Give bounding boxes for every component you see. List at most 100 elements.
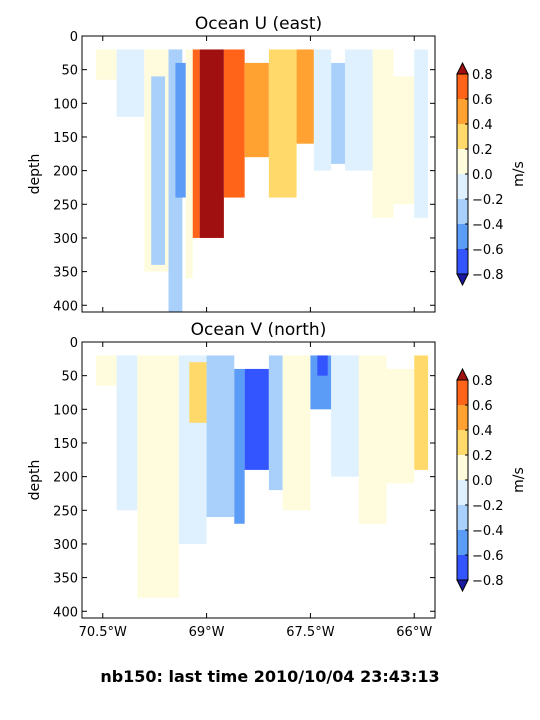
contour-band-13 [313,49,332,171]
contour-band-2 [137,355,179,598]
colorbar-extend-over [456,367,469,381]
y-tick-label: 50 [61,370,78,385]
contour-band-11 [317,355,328,376]
y-tick-label: 150 [53,131,78,146]
panel-ocean-u: Ocean U (east) 0 50 100 150 200 250 300 350 400 de… [27,14,527,314]
colorbar-segment [457,174,468,200]
y-tick-label: 100 [53,97,78,112]
colorbar-segment [457,199,468,225]
panel-ocean-v: Ocean V (north) 0 50 100 150 200 250 300 350 400 d… [27,320,527,640]
y-tick-label: 350 [53,572,78,587]
y-tick-label: 400 [53,605,78,620]
y-tick-label: 250 [53,504,78,519]
colorbar-segment [457,74,468,100]
colorbar-segment [457,149,468,175]
colorbar-extend-under [456,273,469,287]
colorbar-tick-label: 0.2 [472,449,493,464]
colorbar-tick-label: 0.8 [472,374,493,389]
y-tick-label: 0 [70,30,78,45]
y-tick-label: 200 [53,471,78,486]
y-axis-label: depth [27,460,43,501]
colorbar-segment [457,555,468,581]
colorbar-tick-label: 0.4 [472,118,493,133]
contour-band-1 [116,49,145,117]
axes-frame [81,341,436,619]
x-tick-label: 69°W [189,625,225,640]
colorbar-tick-label: 0.8 [472,68,493,83]
colorbar-segment [457,249,468,275]
contour-band-12 [331,355,359,477]
y-tick-label: 400 [53,299,78,314]
colorbar: 0.8 0.6 0.4 0.2 0.0 −0.2 −0.4 −0.6 −0.8 m/s [456,61,527,287]
y-tick-label: 350 [53,266,78,281]
colorbar-tick-label: 0.6 [472,399,493,414]
colorbar-segment [457,430,468,456]
colorbar-tick-label: −0.8 [472,574,504,589]
y-tick-label: 250 [53,198,78,213]
y-axis-label: depth [27,154,43,195]
colorbar-tick-label: 0.0 [472,168,493,183]
contour-band-6 [185,49,193,279]
colorbar-tick-label: 0.2 [472,143,493,158]
contour-band-0 [95,49,117,80]
contour-band-7 [244,368,269,470]
panel-title: Ocean V (north) [191,320,327,340]
contour-fills [95,355,429,598]
contour-band-0 [95,355,117,386]
colorbar-segment [457,380,468,406]
colorbar-tick-label: −0.2 [472,499,504,514]
contour-band-12 [296,49,314,144]
colorbar-segment [457,530,468,556]
colorbar-tick-label: −0.4 [472,524,504,539]
panel-title: Ocean U (east) [195,14,322,34]
colorbar-segment [457,124,468,150]
colorbar-segment [457,405,468,431]
y-tick-label: 100 [53,403,78,418]
x-tick-label: 66°W [396,625,432,640]
colorbar-extend-under [456,579,469,593]
colorbar-tick-label: −0.8 [472,268,504,283]
contour-band-6 [234,368,245,524]
colorbar-tick-label: 0.4 [472,424,493,439]
colorbar-tick-label: 0.0 [472,474,493,489]
x-tick-label: 70.5°W [79,625,127,640]
colorbar: 0.8 0.6 0.4 0.2 0.0 −0.2 −0.4 −0.6 −0.8 m/s [456,367,527,593]
contour-band-7 [192,49,200,238]
contour-band-5 [175,62,186,198]
contour-fills [95,49,429,312]
contour-band-9 [223,49,245,198]
contour-band-14 [386,368,415,484]
contour-band-13 [358,355,387,524]
contour-band-14 [331,62,346,164]
contour-band-10 [244,62,269,158]
contour-band-8 [199,49,224,238]
contour-band-16 [372,49,394,218]
contour-band-9 [282,355,311,511]
colorbar-tick-label: −0.4 [472,218,504,233]
colorbar-segment [457,505,468,531]
contour-band-15 [414,355,429,470]
colorbar-tick-label: 0.6 [472,93,493,108]
contour-band-8 [268,355,283,491]
colorbar-segment [457,99,468,125]
figure-footer: nb150: last time 2010/10/04 23:43:13 [100,667,440,686]
y-tick-label: 0 [70,336,78,351]
y-tick-label: 200 [53,165,78,180]
y-tick-label: 300 [53,538,78,553]
colorbar-label: m/s [511,161,527,187]
colorbar-label: m/s [511,467,527,493]
y-tick-label: 50 [61,64,78,79]
contour-band-4 [189,362,207,423]
contour-band-1 [116,355,138,511]
contour-band-17 [393,76,415,205]
contour-band-3 [151,76,166,265]
colorbar-segment [457,480,468,506]
y-tick-label: 300 [53,232,78,247]
contour-band-11 [268,49,297,198]
colorbar-extend-over [456,61,469,75]
colorbar-tick-label: −0.2 [472,193,504,208]
x-tick-label: 67.5°W [286,625,334,640]
contour-band-15 [345,49,373,171]
y-tick-label: 150 [53,437,78,452]
